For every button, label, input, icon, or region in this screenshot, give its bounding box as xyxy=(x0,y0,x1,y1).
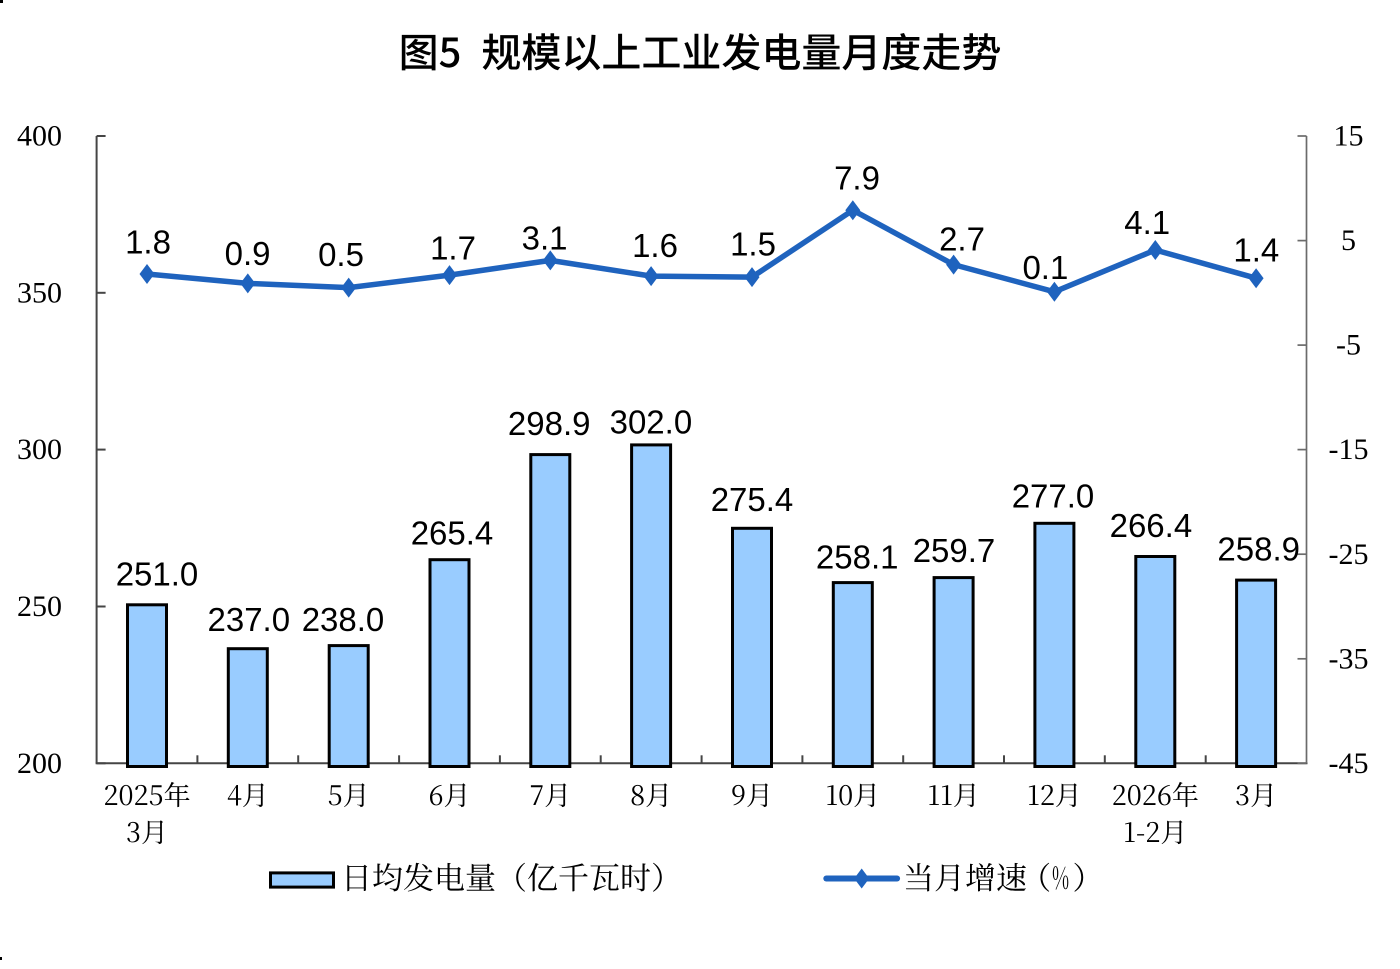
svg-text:259.7: 259.7 xyxy=(913,532,996,569)
svg-text:1.7: 1.7 xyxy=(430,229,476,266)
svg-text:250: 250 xyxy=(17,590,62,623)
svg-text:266.4: 266.4 xyxy=(1110,507,1193,544)
svg-text:0.1: 0.1 xyxy=(1022,249,1068,286)
svg-text:15: 15 xyxy=(1334,120,1364,153)
svg-text:0.5: 0.5 xyxy=(318,236,364,273)
svg-text:-5: -5 xyxy=(1336,329,1361,362)
svg-text:1.6: 1.6 xyxy=(632,227,678,264)
svg-text:300: 300 xyxy=(17,433,62,466)
svg-text:277.0: 277.0 xyxy=(1012,478,1095,515)
svg-text:265.4: 265.4 xyxy=(411,515,494,552)
svg-text:350: 350 xyxy=(17,276,62,309)
svg-text:238.0: 238.0 xyxy=(302,601,385,638)
svg-text:258.9: 258.9 xyxy=(1217,531,1300,568)
svg-text:200: 200 xyxy=(17,747,62,780)
svg-text:-45: -45 xyxy=(1329,747,1369,780)
svg-text:5: 5 xyxy=(1341,224,1356,257)
svg-text:400: 400 xyxy=(17,120,62,153)
svg-text:251.0: 251.0 xyxy=(116,556,199,593)
svg-text:1.5: 1.5 xyxy=(730,226,776,263)
svg-text:302.0: 302.0 xyxy=(610,403,693,440)
svg-text:275.4: 275.4 xyxy=(711,481,794,518)
svg-text:-35: -35 xyxy=(1329,642,1369,675)
svg-text:7.9: 7.9 xyxy=(834,159,880,196)
svg-text:3.1: 3.1 xyxy=(522,220,568,257)
svg-text:258.1: 258.1 xyxy=(816,539,899,576)
svg-text:-15: -15 xyxy=(1329,433,1369,466)
svg-text:4.1: 4.1 xyxy=(1124,204,1170,241)
svg-text:0.9: 0.9 xyxy=(225,235,271,272)
svg-text:1.4: 1.4 xyxy=(1233,232,1279,269)
svg-text:-25: -25 xyxy=(1329,538,1369,571)
svg-text:298.9: 298.9 xyxy=(508,405,591,442)
svg-text:2.7: 2.7 xyxy=(939,220,985,257)
svg-text:237.0: 237.0 xyxy=(208,601,291,638)
svg-text:1.8: 1.8 xyxy=(125,224,171,261)
